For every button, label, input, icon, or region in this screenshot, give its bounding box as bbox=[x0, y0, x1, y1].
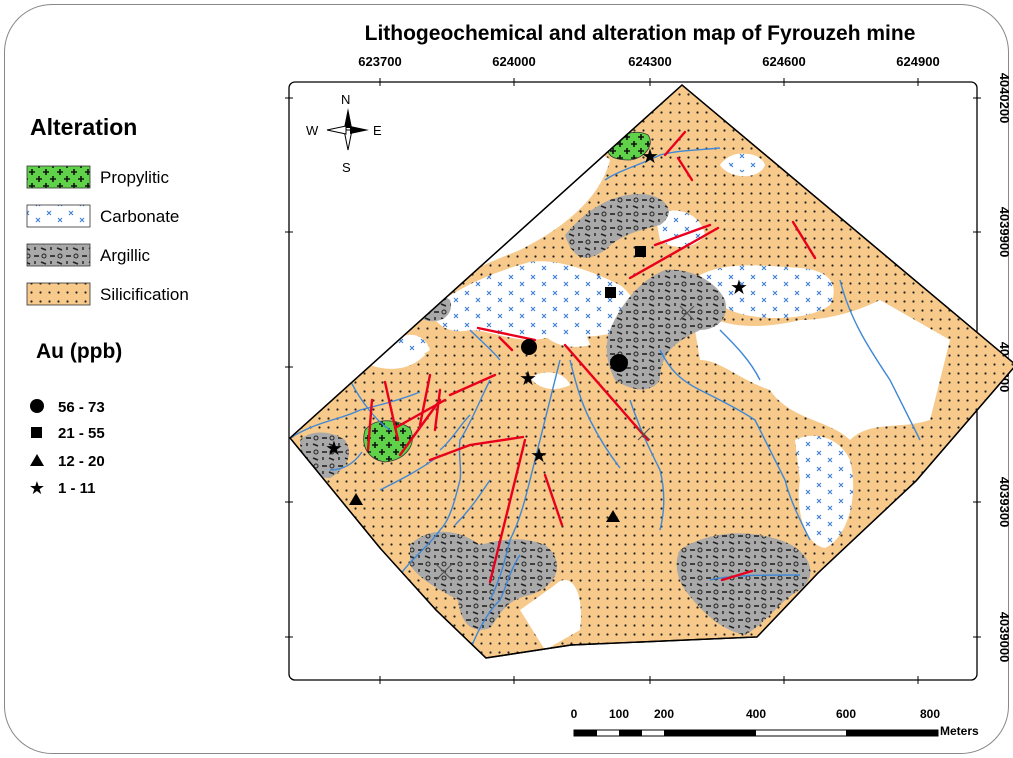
legend-swatch-argillic bbox=[26, 243, 91, 267]
x-tick-label: 624300 bbox=[628, 54, 671, 69]
carbonate-zone bbox=[395, 334, 430, 356]
north-arrow: N S W E bbox=[306, 92, 382, 175]
scale-label: 200 bbox=[654, 707, 674, 721]
au-sample-star: ★ bbox=[641, 146, 659, 168]
carbonate-zone bbox=[655, 210, 705, 247]
carbonate-zone bbox=[430, 261, 635, 340]
x-tick-label: 624900 bbox=[896, 54, 939, 69]
au-sample-triangle bbox=[606, 510, 620, 522]
legend-au-label: 12 - 20 bbox=[58, 453, 105, 470]
legend-star-icon: ★ bbox=[29, 478, 45, 498]
x-tick-label: 624600 bbox=[762, 54, 805, 69]
legend-au-label: 21 - 55 bbox=[58, 425, 105, 442]
alteration-zones bbox=[290, 85, 1013, 658]
scale-label: 0 bbox=[571, 707, 578, 721]
legend-au-title: Au (ppb) bbox=[36, 340, 122, 363]
carbonate-zone bbox=[700, 265, 834, 318]
legend-circle-icon bbox=[30, 399, 44, 413]
scale-label: 400 bbox=[746, 707, 766, 721]
au-sample-star: ★ bbox=[530, 445, 548, 467]
north-arrow-e: E bbox=[373, 123, 382, 138]
argillic-zone bbox=[410, 531, 557, 630]
legend-square-icon bbox=[31, 427, 42, 438]
scale-bar: 0 100 200 400 600 800 Meters bbox=[571, 707, 979, 738]
north-arrow-n: N bbox=[341, 92, 350, 107]
map-title: Lithogeochemical and alteration map of F… bbox=[365, 22, 916, 45]
legend-swatch-propylitic bbox=[26, 165, 91, 189]
propylitic-zone bbox=[363, 420, 413, 463]
argillic-zone bbox=[676, 533, 811, 635]
y-tick-label: 4039000 bbox=[997, 612, 1012, 663]
legend-item-label: Silicification bbox=[100, 285, 189, 304]
au-sample-star: ★ bbox=[519, 368, 537, 390]
x-tick-label: 623700 bbox=[358, 54, 401, 69]
unaltered-area bbox=[690, 300, 950, 440]
au-sample-triangle bbox=[349, 493, 363, 505]
fault-lines bbox=[366, 130, 817, 584]
y-tick-label: 4039300 bbox=[997, 477, 1012, 528]
au-sample-square bbox=[635, 246, 646, 257]
scale-unit: Meters bbox=[940, 724, 979, 738]
au-sample-square bbox=[605, 287, 616, 298]
au-sample-star: ★ bbox=[325, 438, 343, 460]
unaltered-area bbox=[530, 372, 570, 390]
legend-alteration-title: Alteration bbox=[30, 114, 137, 140]
x-tick-label: 624000 bbox=[492, 54, 535, 69]
legend-au-label: 56 - 73 bbox=[58, 399, 105, 416]
cross-marks bbox=[435, 305, 695, 581]
legend-swatch-silicification bbox=[26, 282, 91, 306]
au-samples: ★ ★ ★ ★ ★ bbox=[325, 146, 748, 522]
streams bbox=[290, 147, 921, 651]
figure-frame bbox=[4, 4, 1009, 754]
legend-item-label: Propylitic bbox=[100, 168, 169, 187]
scale-label: 600 bbox=[836, 707, 856, 721]
north-arrow-s: S bbox=[342, 160, 351, 175]
scale-label: 800 bbox=[920, 707, 940, 721]
north-arrow-w: W bbox=[306, 123, 319, 138]
au-sample-star: ★ bbox=[730, 277, 748, 299]
legend-item-label: Argillic bbox=[100, 246, 151, 265]
unaltered-area bbox=[520, 580, 581, 650]
carbonate-zone bbox=[725, 153, 760, 173]
legend-swatch-carbonate bbox=[26, 204, 91, 228]
carbonate-zone bbox=[795, 435, 854, 548]
au-sample-circle bbox=[521, 339, 537, 355]
scale-label: 100 bbox=[609, 707, 629, 721]
y-tick-label: 4040200 bbox=[997, 73, 1012, 124]
argillic-zone bbox=[606, 269, 726, 390]
legend-triangle-icon bbox=[30, 454, 44, 466]
y-tick-label: 4039900 bbox=[997, 207, 1012, 258]
legend-item-label: Carbonate bbox=[100, 207, 179, 226]
legend-au-label: 1 - 11 bbox=[58, 480, 96, 497]
au-sample-circle bbox=[610, 354, 628, 372]
argillic-zone bbox=[565, 194, 669, 258]
